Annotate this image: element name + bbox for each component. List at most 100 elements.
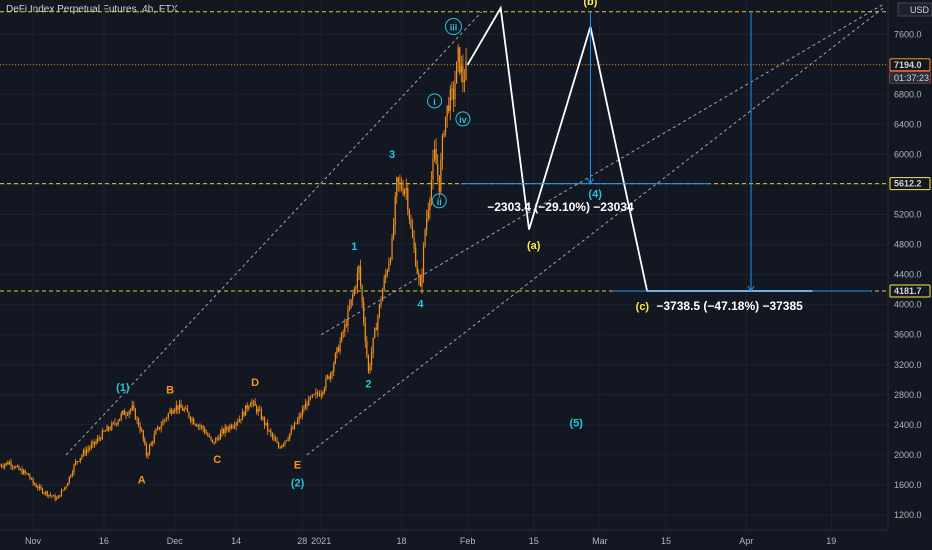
- candle: [11, 464, 14, 471]
- candle-body: [462, 66, 464, 83]
- candle: [361, 284, 363, 309]
- candle: [185, 405, 187, 410]
- candle: [180, 399, 182, 409]
- candle-body: [256, 405, 258, 413]
- candle: [276, 437, 278, 444]
- candle: [432, 150, 434, 190]
- candle: [78, 460, 80, 463]
- candle: [424, 228, 426, 248]
- candle-body: [196, 424, 198, 427]
- candle-body: [218, 438, 220, 440]
- candle-body: [108, 426, 110, 430]
- candle-body: [219, 432, 222, 440]
- candle-body: [48, 494, 50, 496]
- candle-body: [303, 409, 305, 411]
- candle: [43, 491, 45, 496]
- candle: [29, 473, 31, 481]
- candle-body: [460, 66, 462, 73]
- candle-body: [435, 148, 437, 165]
- candle: [183, 406, 185, 413]
- candle: [348, 299, 351, 312]
- candle-body: [164, 419, 166, 422]
- wave-label: iv: [459, 115, 467, 125]
- candle-body: [120, 413, 122, 419]
- candle: [93, 441, 96, 448]
- candle-body: [245, 405, 247, 416]
- candle-body: [70, 475, 72, 477]
- candle: [89, 445, 91, 452]
- candle-body: [136, 418, 138, 420]
- candle-body: [393, 224, 395, 238]
- candle: [37, 484, 39, 491]
- candle: [315, 388, 317, 399]
- candle: [30, 477, 33, 480]
- candle: [218, 434, 220, 442]
- candle-body: [73, 464, 75, 473]
- candle: [241, 408, 244, 421]
- candle: [396, 176, 398, 205]
- candle-body: [11, 466, 14, 468]
- candle: [413, 230, 415, 254]
- candle: [267, 419, 269, 435]
- candle: [200, 424, 203, 430]
- price-label-box: [889, 284, 931, 298]
- candle: [462, 54, 464, 93]
- candle: [62, 489, 64, 492]
- wave-label: ii: [437, 197, 442, 207]
- candle-body: [322, 392, 324, 395]
- candle-body: [404, 190, 406, 194]
- candle: [222, 427, 225, 435]
- currency-label: USD: [910, 5, 930, 15]
- candle: [367, 354, 370, 374]
- candle-body: [344, 324, 346, 333]
- candle: [24, 469, 26, 476]
- candle: [164, 418, 166, 424]
- candle: [433, 140, 436, 162]
- candle: [451, 81, 453, 101]
- candle: [350, 298, 352, 309]
- candle: [421, 268, 423, 294]
- candle: [380, 296, 382, 309]
- candle: [391, 233, 393, 261]
- candle: [178, 399, 181, 414]
- candle-body: [141, 430, 143, 432]
- candle-body: [457, 47, 459, 62]
- candle: [444, 116, 447, 137]
- candle: [430, 171, 433, 207]
- candle: [281, 444, 283, 449]
- candle-body: [418, 273, 420, 278]
- candle: [174, 407, 176, 414]
- candle: [296, 417, 299, 425]
- candle-body: [175, 405, 177, 410]
- candle: [270, 428, 272, 437]
- candle-body: [2, 466, 4, 468]
- candle-body: [430, 179, 433, 200]
- candle: [318, 390, 321, 397]
- candle: [304, 398, 307, 410]
- candle-body: [235, 422, 237, 426]
- candle: [441, 133, 444, 171]
- candle: [285, 439, 288, 442]
- candle-body: [429, 199, 431, 211]
- candle: [325, 374, 327, 392]
- candle: [139, 421, 141, 434]
- candle: [205, 429, 207, 435]
- candle-body: [391, 237, 393, 259]
- candle: [197, 424, 199, 431]
- candle: [145, 442, 148, 459]
- candle: [87, 445, 89, 454]
- candle-body: [455, 61, 458, 84]
- candle-body: [82, 450, 85, 456]
- candle: [394, 191, 396, 235]
- candle: [290, 424, 292, 436]
- candle-body: [402, 188, 404, 194]
- candle-body: [415, 247, 417, 267]
- candle-body: [282, 443, 285, 446]
- candle: [38, 483, 40, 491]
- candle-body: [123, 410, 125, 415]
- candle-body: [174, 409, 176, 412]
- candle-body: [293, 423, 296, 429]
- measure-label: −3738.5 (−47.18%) −37385: [656, 299, 803, 313]
- candle-body: [208, 436, 211, 437]
